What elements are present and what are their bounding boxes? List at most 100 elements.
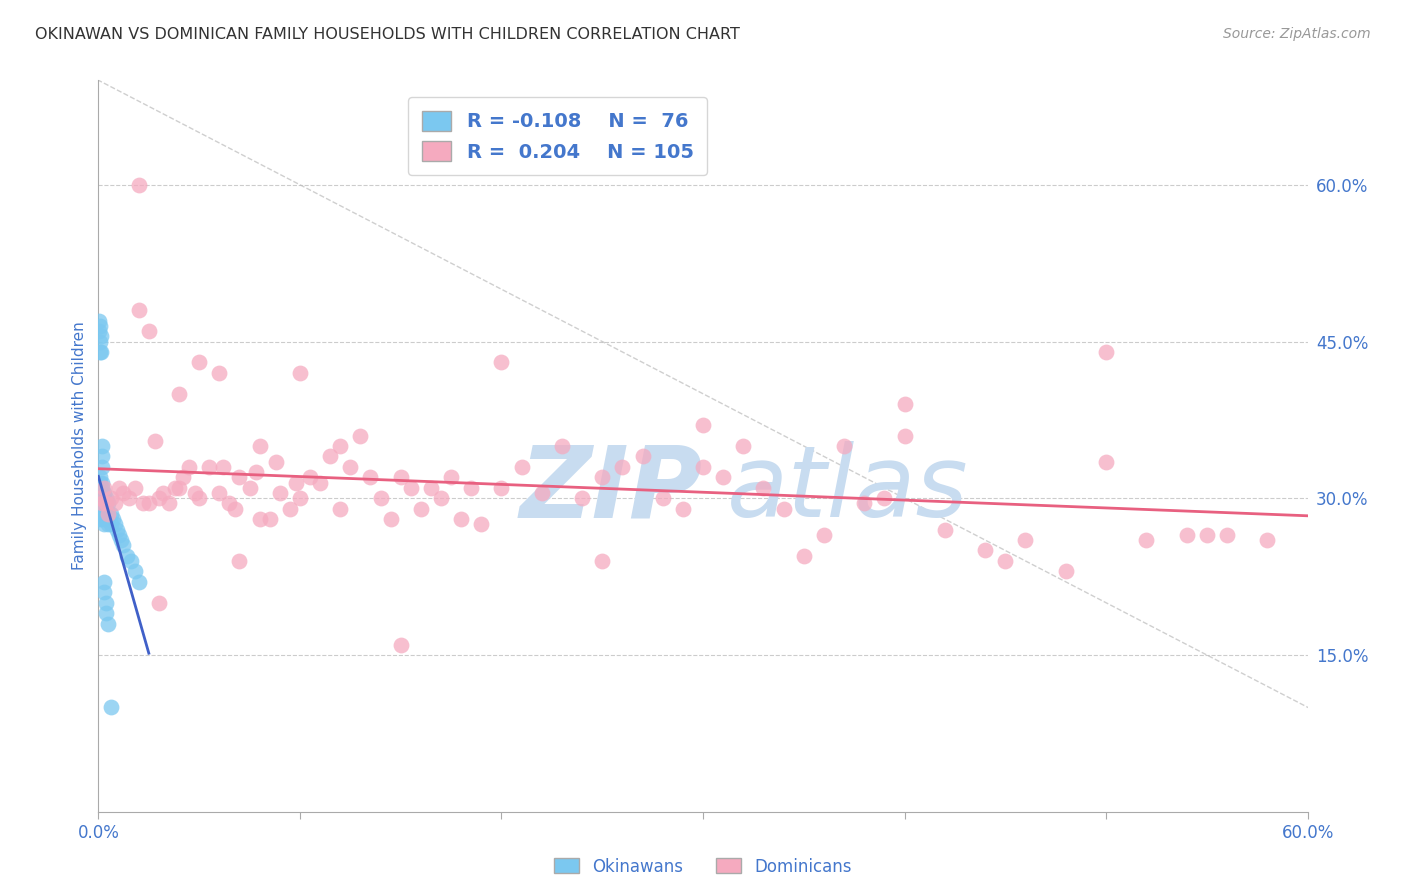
Point [89,324,111,338]
Point [89,496,111,510]
Point [91,491,114,506]
Point [692,459,714,474]
Point [97,507,120,521]
Point [89,507,111,521]
Point [97,496,120,510]
Point [450,512,472,526]
Point [148,596,170,610]
Point [132,496,155,510]
Point [89,491,111,506]
Point [118,491,141,506]
Point [188,355,211,369]
Point [103,496,125,510]
Point [491,481,513,495]
Point [100,491,122,506]
Point [93,574,115,589]
Point [893,397,915,411]
Point [89,491,111,506]
Point [245,465,267,479]
Point [90,501,112,516]
Point [89,334,111,349]
Point [91,501,114,516]
Point [91,450,114,464]
Point [120,554,142,568]
Point [89,491,111,506]
Point [89,496,111,510]
Point [91,481,114,495]
Point [128,303,150,318]
Point [90,329,112,343]
Point [370,491,392,506]
Point [103,517,125,532]
Point [89,486,111,500]
Point [420,481,443,495]
Point [89,496,111,510]
Point [188,491,211,506]
Point [510,459,533,474]
Point [143,434,166,448]
Point [208,486,231,500]
Point [96,596,118,610]
Point [1256,533,1278,547]
Point [530,486,553,500]
Point [692,418,714,433]
Point [97,616,120,631]
Point [212,459,235,474]
Point [167,481,190,495]
Point [184,486,207,500]
Point [96,496,118,510]
Point [339,459,361,474]
Point [89,318,111,333]
Point [89,470,111,484]
Point [349,428,371,442]
Point [91,496,114,510]
Point [994,554,1017,568]
Point [90,496,112,510]
Point [115,549,138,563]
Y-axis label: Family Households with Children: Family Households with Children [72,322,87,570]
Point [319,450,342,464]
Point [389,470,412,484]
Text: ZIP: ZIP [520,442,703,539]
Point [93,496,115,510]
Point [89,486,111,500]
Point [89,501,111,516]
Point [179,459,201,474]
Point [110,533,132,547]
Point [93,585,115,599]
Point [224,501,246,516]
Point [409,501,432,516]
Point [1135,533,1157,547]
Point [91,439,114,453]
Text: OKINAWAN VS DOMINICAN FAMILY HOUSEHOLDS WITH CHILDREN CORRELATION CHART: OKINAWAN VS DOMINICAN FAMILY HOUSEHOLDS … [35,27,740,42]
Point [107,481,129,495]
Point [491,355,513,369]
Point [89,496,111,510]
Point [89,313,111,327]
Point [288,491,311,506]
Point [89,501,111,516]
Point [1216,528,1239,542]
Point [430,491,453,506]
Point [239,481,262,495]
Point [101,512,124,526]
Point [651,491,673,506]
Point [934,523,956,537]
Point [167,386,190,401]
Point [97,517,120,532]
Point [89,501,111,516]
Point [1095,455,1118,469]
Point [360,470,382,484]
Point [163,481,186,495]
Point [89,481,111,495]
Point [591,470,613,484]
Point [612,459,634,474]
Point [249,439,271,453]
Point [974,543,997,558]
Point [264,455,287,469]
Point [1095,345,1118,359]
Point [89,507,111,521]
Point [893,428,915,442]
Point [91,486,114,500]
Point [93,491,115,506]
